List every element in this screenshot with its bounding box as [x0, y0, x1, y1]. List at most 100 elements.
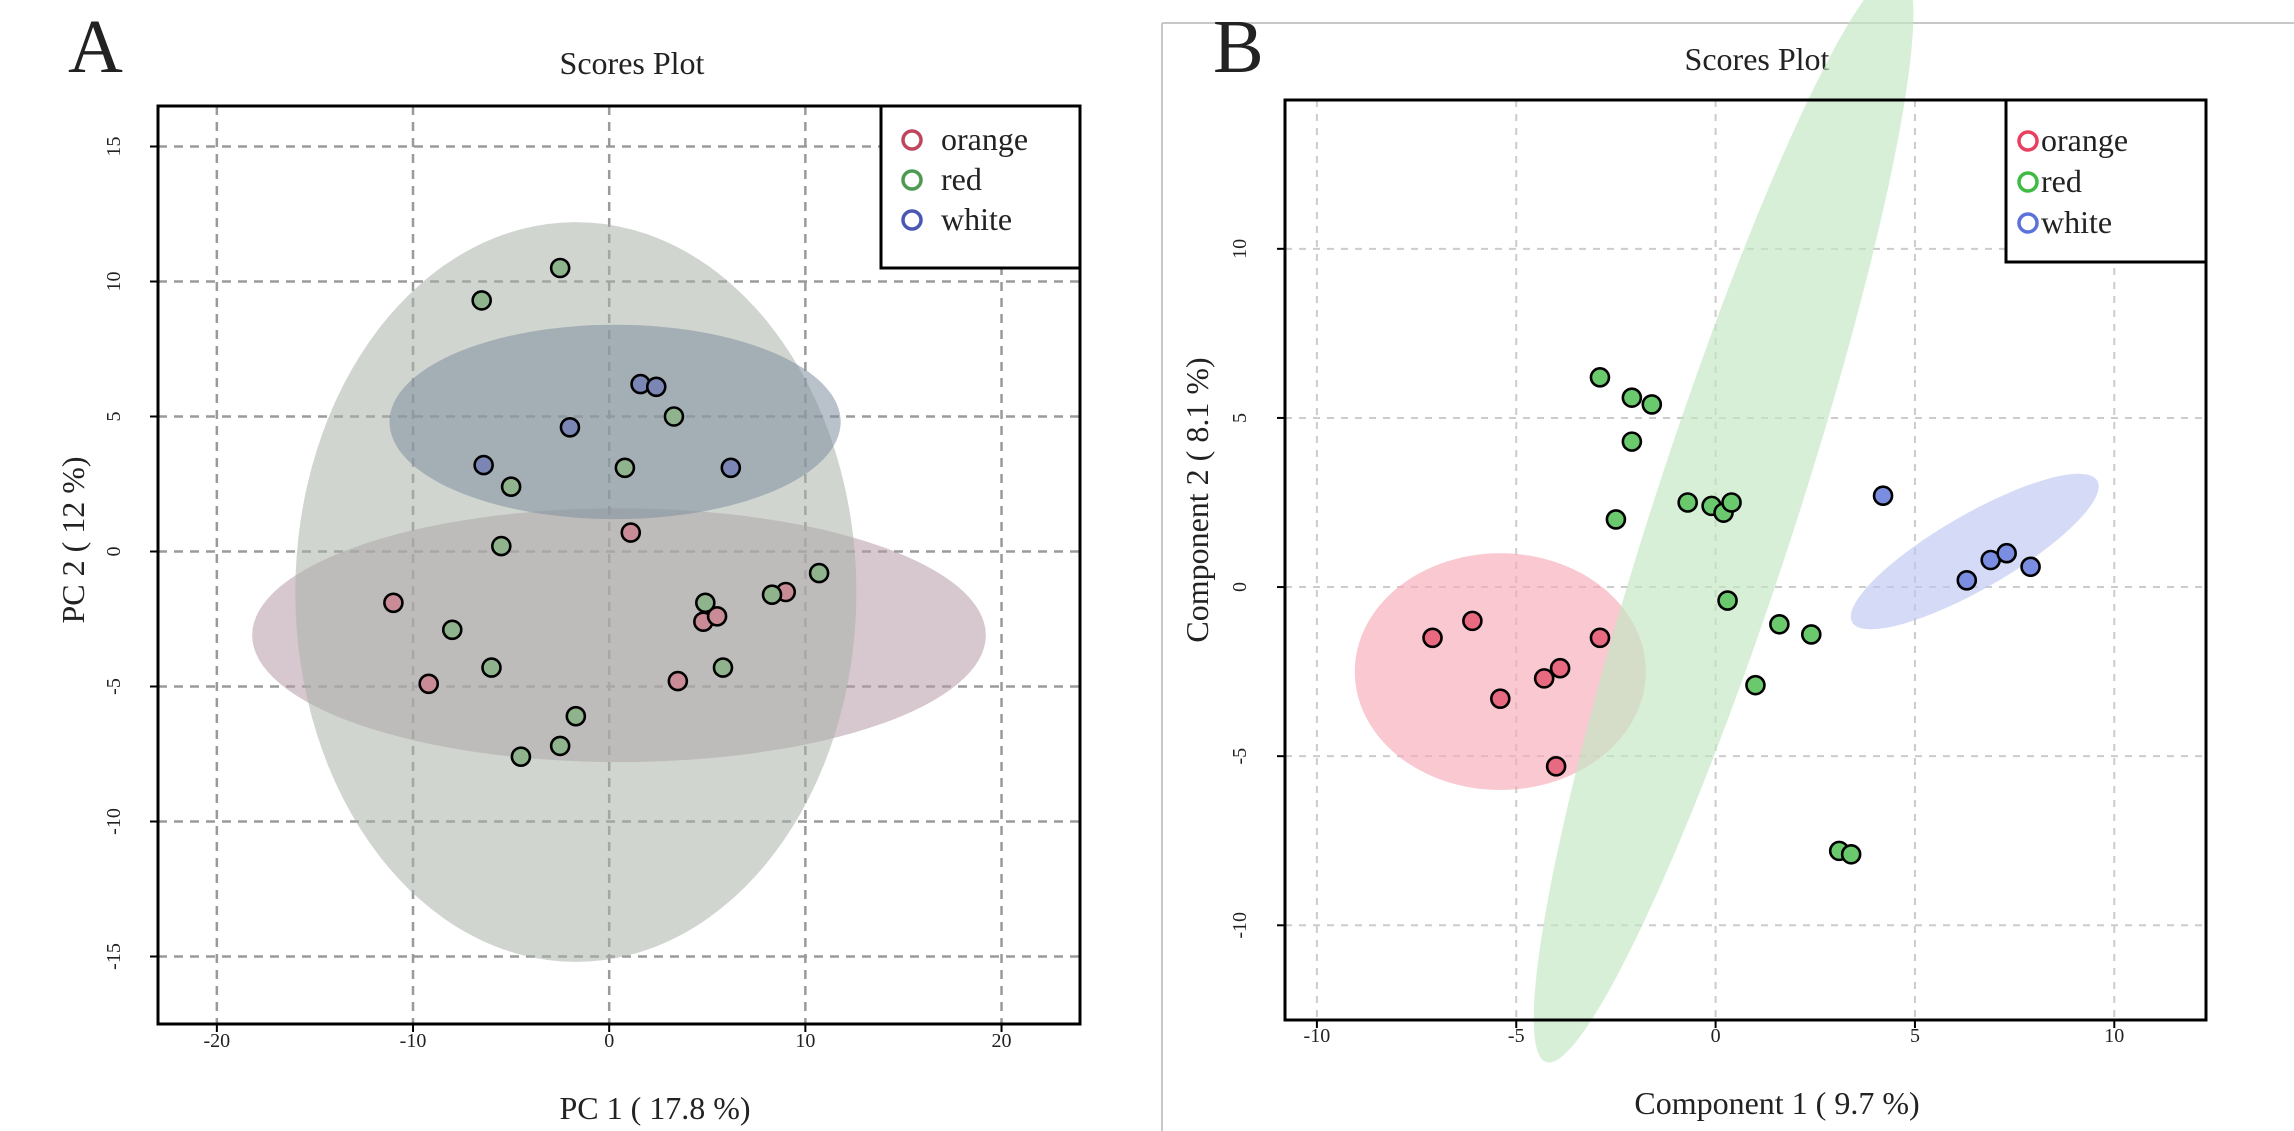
- panel-a-x-tick-label-2: 0: [604, 1030, 614, 1052]
- panel-b-point-orange-0: [1422, 627, 1443, 649]
- panel-b-legend-label-red: red: [2041, 163, 2082, 199]
- panel-b-point-white-0: [1872, 485, 1894, 507]
- panel-a: A Scores Plot -20 -10 0 10 20 -15 -10 -5 0 5 10 15…: [55, 5, 1082, 1126]
- panel-b-point-red-5: [1677, 492, 1698, 513]
- panel-a-legend-marker-orange: [901, 129, 923, 151]
- panel-b-x-ticks: -10 -5 0 5 10: [1304, 1020, 2124, 1047]
- panel-a-point-red-5: [481, 657, 502, 678]
- panel-a-point-white-0: [473, 454, 494, 476]
- panel-a-point-orange-4: [706, 605, 728, 627]
- panel-b-point-orange-6: [1545, 756, 1567, 777]
- panel-a-y-tick-label-3: 0: [103, 547, 125, 557]
- panel-a-point-orange-1: [418, 673, 440, 695]
- panel-a-label: A: [68, 5, 123, 89]
- panel-b-point-red-2: [1641, 394, 1663, 415]
- panel-a-point-red-8: [565, 705, 587, 727]
- panel-a-x-tick-label-3: 10: [795, 1030, 815, 1052]
- panel-b-point-red-0: [1589, 367, 1611, 388]
- panel-b-point-orange-5: [1589, 627, 1611, 649]
- panel-a-y-tick-label-1: -10: [103, 808, 125, 835]
- panel-b-point-red-14: [1840, 843, 1862, 865]
- panel-a-y-axis-label: PC 2 ( 12 %): [55, 456, 91, 623]
- panel-a-y-tick-label-5: 10: [103, 272, 125, 292]
- panel-a-point-red-14: [808, 562, 830, 584]
- panel-b-plot-frame: [1283, 98, 2208, 1022]
- panel-b-point-orange-3: [1533, 668, 1555, 689]
- panel-a-ellipse-white: [389, 324, 841, 520]
- panel-b: B Scores Plot -10 -5 0 5 10 -10 -5 0 5 10 Compon…: [1179, 0, 2208, 1121]
- panel-a-point-red-13: [761, 584, 783, 606]
- panel-b-y-tick-label-2: 0: [1229, 582, 1251, 592]
- panel-a-point-red-2: [500, 476, 522, 498]
- panel-a-point-red-7: [549, 735, 571, 757]
- panel-b-legend-marker-orange: [2017, 130, 2039, 152]
- panel-a-point-white-3: [645, 376, 667, 398]
- panel-a-plot-frame: [156, 104, 1082, 1026]
- panel-a-point-red-10: [663, 406, 685, 427]
- panel-a-points: [383, 257, 830, 768]
- panel-b-x-axis-label: Component 1 ( 9.7 %): [1634, 1085, 1919, 1121]
- panel-b-legend-marker-red: [2017, 171, 2039, 193]
- panel-b-y-ticks: -10 -5 0 5 10: [1229, 239, 1285, 939]
- panel-b-points: [1422, 367, 2041, 865]
- panel-b-y-axis-label: Component 2 ( 8.1 %): [1179, 357, 1215, 642]
- panel-b-y-tick-label-1: -5: [1229, 748, 1251, 765]
- panel-b-point-red-11: [1800, 624, 1822, 645]
- panel-b-point-red-4: [1605, 509, 1627, 530]
- panel-b-point-red-12: [1745, 674, 1766, 696]
- panel-a-legend-marker-white: [901, 209, 923, 231]
- panel-b-legend-marker-white: [2017, 212, 2039, 234]
- panel-b-legend-label-orange: orange: [2041, 122, 2128, 158]
- panel-b-point-red-9: [1717, 590, 1738, 611]
- panel-b-x-tick-label-2: 0: [1711, 1025, 1721, 1047]
- panel-a-ellipses: [252, 222, 986, 962]
- panel-a-x-tick-label-4: 20: [992, 1030, 1012, 1052]
- panel-b-ellipse-orange: [1354, 553, 1646, 791]
- panel-b-ellipse-white: [1850, 473, 2099, 630]
- panel-b-point-orange-1: [1462, 610, 1483, 632]
- panel-a-y-tick-label-6: 15: [103, 137, 125, 157]
- panel-a-point-white-1: [559, 416, 581, 438]
- panel-b-x-tick-label-3: 5: [1910, 1025, 1920, 1047]
- panel-b-point-white-4: [2020, 556, 2041, 578]
- panel-b-ellipses: [1354, 0, 2099, 1063]
- panel-a-point-red-12: [712, 657, 734, 678]
- panel-b-x-tick-label-0: -10: [1304, 1025, 1331, 1047]
- panel-a-y-ticks: -15 -10 -5 0 5 10 15: [103, 137, 158, 970]
- panel-b-point-orange-2: [1489, 688, 1511, 709]
- panel-b-point-white-3: [1996, 542, 2017, 564]
- panel-a-point-red-1: [549, 257, 571, 279]
- panel-b-legend-box: [2004, 98, 2208, 264]
- panel-a-y-tick-label-4: 5: [103, 412, 125, 422]
- panel-b-title: Scores Plot: [1685, 41, 1830, 77]
- panel-a-point-red-11: [695, 592, 716, 614]
- panel-a-x-ticks: -20 -10 0 10 20: [204, 1024, 1012, 1052]
- panel-b-legend-label-white: white: [2041, 204, 2112, 240]
- panel-b-point-red-10: [1769, 613, 1790, 635]
- panel-a-point-red-6: [510, 746, 532, 768]
- panel-b-ellipse-red: [1533, 0, 1914, 1063]
- panel-a-legend-marker-red: [901, 169, 923, 191]
- panel-a-title: Scores Plot: [560, 45, 705, 81]
- panel-a-point-red-0: [471, 290, 492, 311]
- panel-a-y-tick-label-2: -5: [103, 678, 125, 695]
- panel-b-x-tick-label-4: 10: [2104, 1025, 2124, 1047]
- panel-a-x-tick-label-1: -10: [400, 1030, 427, 1052]
- panel-a-point-red-3: [490, 535, 512, 557]
- panel-b-x-tick-label-1: -5: [1508, 1025, 1525, 1047]
- panel-a-legend-label-white: white: [941, 201, 1012, 237]
- panel-a-point-orange-2: [620, 522, 642, 543]
- panel-a-legend-label-red: red: [941, 161, 982, 197]
- panel-a-legend: orange red white: [879, 104, 1082, 270]
- panel-a-point-red-9: [614, 457, 636, 479]
- panel-a-x-axis-label: PC 1 ( 17.8 %): [559, 1090, 750, 1126]
- panel-a-point-red-4: [441, 619, 463, 641]
- panel-a-legend-label-orange: orange: [941, 121, 1028, 157]
- panel-b-y-tick-label-3: 5: [1229, 413, 1251, 423]
- panel-b-legend: orange red white: [2004, 98, 2208, 264]
- panel-b-y-tick-label-4: 10: [1229, 239, 1251, 259]
- panel-a-point-orange-0: [383, 592, 404, 614]
- panel-b-y-tick-label-0: -10: [1229, 912, 1251, 939]
- panel-b-point-red-1: [1621, 387, 1643, 408]
